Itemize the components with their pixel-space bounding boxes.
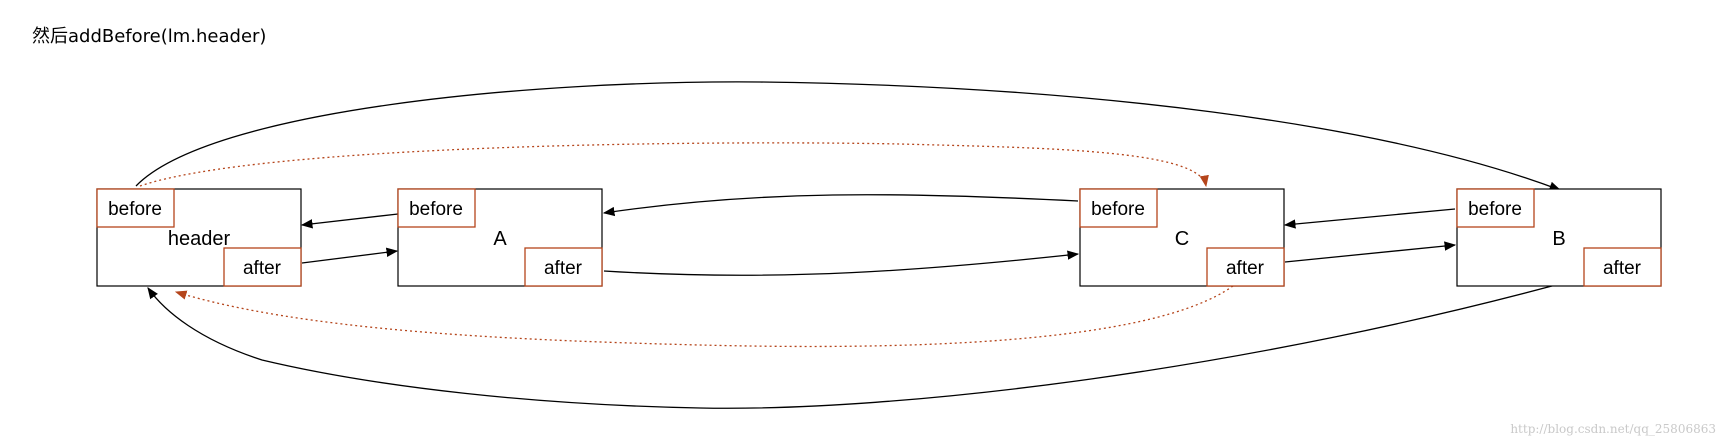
A-node-label: A	[493, 228, 507, 250]
node-header: before after header	[96, 188, 302, 287]
edge-header-before-to-B	[135, 81, 1562, 191]
A-before-label: before	[409, 199, 463, 220]
C-before-field	[1079, 188, 1158, 228]
B-after-field	[1583, 247, 1662, 287]
edge-C-after-to-header-dotted	[174, 285, 1234, 348]
edge-header-after-to-A	[301, 247, 399, 264]
C-node-label: C	[1175, 228, 1189, 250]
edge-A-after-to-C	[603, 250, 1080, 276]
B-before-label: before	[1468, 199, 1522, 220]
A-after-label: after	[544, 258, 583, 279]
edge-B-before-to-C	[1283, 208, 1456, 229]
edge-A-before-to-header	[300, 213, 399, 229]
C-before-label: before	[1091, 199, 1145, 220]
edges	[135, 81, 1586, 409]
B-after-label: after	[1603, 258, 1642, 279]
watermark: http://blog.csdn.net/qq_25806863	[1510, 422, 1716, 436]
page-title: 然后addBefore(lm.header)	[32, 26, 267, 47]
node-A: before after A	[397, 188, 603, 287]
edge-C-after-to-B	[1284, 241, 1457, 263]
edge-B-after-to-header	[147, 276, 1586, 409]
header-before-label: before	[108, 199, 162, 220]
node-B: before after B	[1456, 188, 1662, 287]
edge-header-before-to-C-dotted	[139, 142, 1209, 188]
header-after-label: after	[243, 258, 282, 279]
B-before-field	[1456, 188, 1535, 228]
C-after-label: after	[1226, 258, 1265, 279]
header-after-field	[223, 247, 302, 287]
A-before-field	[397, 188, 476, 228]
header-before-field	[96, 188, 175, 228]
edge-C-before-to-A	[602, 194, 1079, 217]
node-C: before after C	[1079, 188, 1285, 287]
B-node-label: B	[1552, 228, 1565, 250]
header-node-label: header	[168, 228, 231, 250]
C-after-field	[1206, 247, 1285, 287]
A-after-field	[524, 247, 603, 287]
